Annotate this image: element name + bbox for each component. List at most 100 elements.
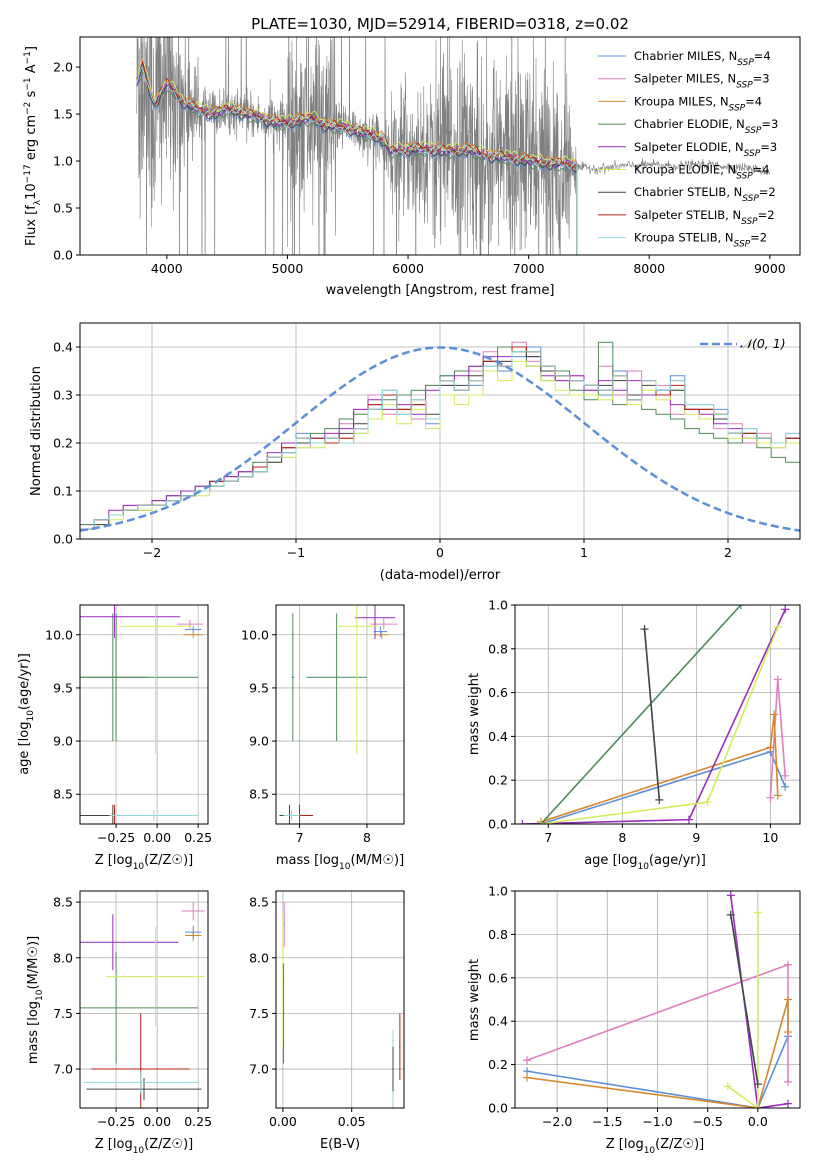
x-tick-label: 5000 xyxy=(272,261,304,276)
y-tick-label: 0.4 xyxy=(488,1014,508,1029)
legend-label: Kroupa STELIB, NSSP=2 xyxy=(634,231,767,250)
weight-line-2 xyxy=(526,999,789,1108)
y-tick-label: 0.8 xyxy=(488,927,508,942)
axes-frame xyxy=(514,604,801,825)
x-tick-label: 8 xyxy=(363,830,371,845)
y-tick-label: 1.5 xyxy=(53,107,73,122)
x-tick-label: 0 xyxy=(436,545,444,560)
plot-area-age_vs_Z xyxy=(80,605,204,824)
y-tick-label: 9.5 xyxy=(249,680,269,695)
y-tick-label: 8.5 xyxy=(249,787,269,802)
model-line-8 xyxy=(136,65,577,170)
x-tick-label: 0.25 xyxy=(184,830,212,845)
x-tick-label: 0.00 xyxy=(143,1114,171,1129)
y-tick-label: 0.0 xyxy=(53,532,73,547)
y-axis-label: Flux [fλ10−17 erg cm−2 s−1 A−1] xyxy=(23,46,43,246)
x-tick-label: 0.00 xyxy=(143,830,171,845)
x-tick-label: 0.00 xyxy=(269,1114,297,1129)
x-tick-label: 9 xyxy=(692,830,700,845)
x-tick-label: 0.05 xyxy=(338,1114,366,1129)
legend-label: Salpeter ELODIE, NSSP=3 xyxy=(634,140,777,159)
x-tick-label: −1 xyxy=(287,545,305,560)
legend-label: Salpeter STELIB, NSSP=2 xyxy=(634,208,775,227)
x-axis-label: age [log10(age/yr)] xyxy=(584,853,706,872)
y-tick-label: 1.0 xyxy=(53,154,73,169)
model-line-7 xyxy=(136,59,577,169)
axes-frame xyxy=(79,604,209,825)
axes-age_vs_Z: −0.25 0.00 0.25 8.5 9.0 9.5 10.0 Z [log10(Z/Z☉)… xyxy=(17,604,212,872)
y-tick-label: 10.0 xyxy=(45,627,73,642)
weight-line-3 xyxy=(540,605,742,824)
y-tick-label: 10.0 xyxy=(241,627,269,642)
x-tick-label: 4000 xyxy=(151,261,183,276)
x-tick-label: 10 xyxy=(762,830,778,845)
y-tick-label: 8.0 xyxy=(53,950,73,965)
x-axis-label: Z [log10(Z/Z☉)] xyxy=(95,853,193,872)
y-tick-label: 0.4 xyxy=(53,340,73,355)
figure-title: PLATE=1030, MJD=52914, FIBERID=0318, z=0… xyxy=(251,15,629,33)
plot-area-mass_vs_Z xyxy=(80,902,205,1108)
axes-frame xyxy=(79,890,209,1109)
normal-reference-curve xyxy=(80,346,800,532)
y-tick-label: 8.5 xyxy=(249,895,269,910)
plot-area-spectrum xyxy=(136,37,771,255)
legend-label: Kroupa MILES, NSSP=4 xyxy=(634,94,762,113)
y-tick-label: 0.0 xyxy=(488,1101,508,1116)
axes-frame xyxy=(275,604,405,825)
legend: Chabrier MILES, NSSP=4 Salpeter MILES, NS… xyxy=(598,49,778,250)
plot-area-age_vs_mass xyxy=(279,605,398,824)
legend-label: Chabrier MILES, NSSP=4 xyxy=(634,49,771,68)
legend-label: Salpeter MILES, NSSP=3 xyxy=(634,72,770,91)
plot-area-residuals xyxy=(80,341,800,532)
legend-label: Kroupa ELODIE, NSSP=4 xyxy=(634,163,770,182)
y-axis-label: mass weight xyxy=(467,673,482,755)
y-tick-label: 0.4 xyxy=(488,729,508,744)
plot-area-weight_vs_age xyxy=(518,605,790,824)
weight-line-3 xyxy=(729,895,789,1108)
y-axis-label: mass [log10(M/M☉)] xyxy=(26,936,45,1064)
x-tick-label: 7 xyxy=(296,830,304,845)
x-tick-label: −2.0 xyxy=(542,1114,572,1129)
y-tick-label: 0.5 xyxy=(53,201,73,216)
x-tick-label: 9000 xyxy=(754,261,786,276)
axes-mass_vs_Z: −0.25 0.00 0.25 7.0 7.5 8.0 8.5 Z [log10(Z/Z☉)]… xyxy=(26,890,212,1156)
y-tick-label: 0.0 xyxy=(488,817,508,832)
x-tick-label: 6000 xyxy=(392,261,424,276)
x-tick-label: −0.5 xyxy=(692,1114,722,1129)
plot-area-mass_vs_ebv xyxy=(282,902,401,1108)
y-tick-label: 8.5 xyxy=(53,895,73,910)
x-tick-label: 0.0 xyxy=(748,1114,768,1129)
x-axis-label: mass [log10(M/M☉)] xyxy=(276,853,404,872)
y-tick-label: 7.0 xyxy=(249,1062,269,1077)
y-axis-label: mass weight xyxy=(467,959,482,1041)
model-line-6 xyxy=(136,65,577,173)
x-tick-label: 2 xyxy=(724,545,732,560)
y-tick-label: 9.0 xyxy=(249,734,269,749)
x-tick-label: 0.25 xyxy=(184,1114,212,1129)
y-tick-label: 8.5 xyxy=(53,787,73,802)
x-tick-label: −0.25 xyxy=(97,830,135,845)
x-tick-label: −2 xyxy=(143,545,161,560)
y-axis-label: Normed distribution xyxy=(29,366,44,496)
y-tick-label: 0.2 xyxy=(53,436,73,451)
x-axis-label: (data-model)/error xyxy=(380,568,501,583)
axes-frame xyxy=(275,890,405,1109)
y-tick-label: 1.0 xyxy=(488,884,508,899)
x-tick-label: −0.25 xyxy=(97,1114,135,1129)
axes-spectrum: 4000 5000 6000 7000 8000 9000 0.0 0.5 1.0 1.5 2.0 w… xyxy=(23,36,801,298)
y-tick-label: 1.0 xyxy=(488,598,508,613)
model-line-4 xyxy=(136,62,577,168)
y-tick-label: 7.0 xyxy=(53,1062,73,1077)
axes-weight_vs_Z: −2.0 −1.5 −1.0 −0.5 0.0 0.0 0.2 0.4 0.6 0.8 1.0 Z [… xyxy=(467,884,801,1156)
y-tick-label: 0.1 xyxy=(53,484,73,499)
axes-age_vs_mass: 7 8 8.5 9.0 9.5 10.0 mass [log10(M/M☉)] xyxy=(241,604,405,872)
plot-area-weight_vs_Z xyxy=(523,891,792,1108)
model-line-0 xyxy=(136,66,578,175)
axes-weight_vs_age: 7 8 9 10 0.0 0.2 0.4 0.6 0.8 1.0 age [log10(age/yr… xyxy=(467,598,801,872)
x-tick-label: 7 xyxy=(544,830,552,845)
axes-frame xyxy=(79,36,801,256)
y-tick-label: 0.3 xyxy=(53,388,73,403)
legend-label: Chabrier ELODIE, NSSP=3 xyxy=(634,117,778,136)
